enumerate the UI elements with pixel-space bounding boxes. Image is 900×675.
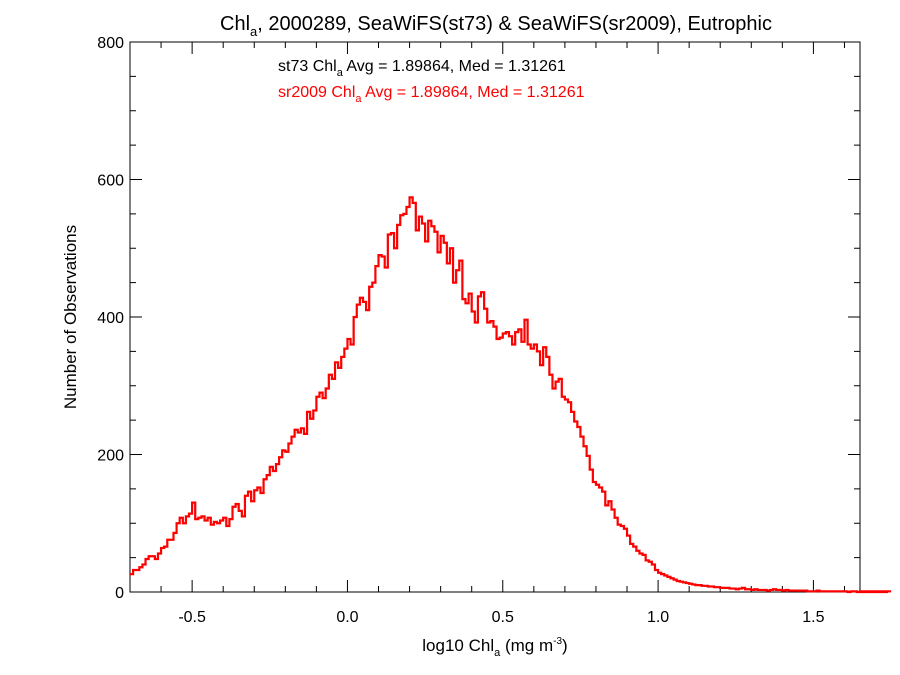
x-tick-label: 1.0 bbox=[647, 609, 669, 626]
chart-title: Chla, 2000289, SeaWiFS(st73) & SeaWiFS(s… bbox=[220, 13, 772, 39]
y-tick-label: 800 bbox=[97, 35, 124, 52]
x-tick-label: -0.5 bbox=[178, 609, 206, 626]
x-tick-label: 0.5 bbox=[492, 609, 514, 626]
series-layer bbox=[130, 196, 892, 594]
y-tick-label: 600 bbox=[97, 173, 124, 190]
histogram-series-sr2009 bbox=[130, 196, 892, 594]
stat-st73: st73 Chla Avg = 1.89864, Med = 1.31261 bbox=[278, 58, 566, 79]
y-tick-label: 400 bbox=[97, 310, 124, 327]
y-tick-label: 0 bbox=[115, 585, 124, 602]
x-axis: -0.5 0.0 0.5 1.0 1.5 bbox=[129, 42, 845, 626]
y-axis: 0 200 400 600 800 bbox=[97, 35, 860, 602]
x-tick-label: 1.5 bbox=[802, 609, 824, 626]
y-tick-label: 200 bbox=[97, 448, 124, 465]
histogram-series-st73 bbox=[130, 196, 892, 593]
x-axis-label: log10 Chla (mg m-3) bbox=[422, 636, 567, 659]
x-tick-label: 0.0 bbox=[336, 609, 358, 626]
stat-sr2009: sr2009 Chla Avg = 1.89864, Med = 1.31261 bbox=[278, 84, 585, 105]
y-axis-label: Number of Observations bbox=[61, 225, 80, 409]
